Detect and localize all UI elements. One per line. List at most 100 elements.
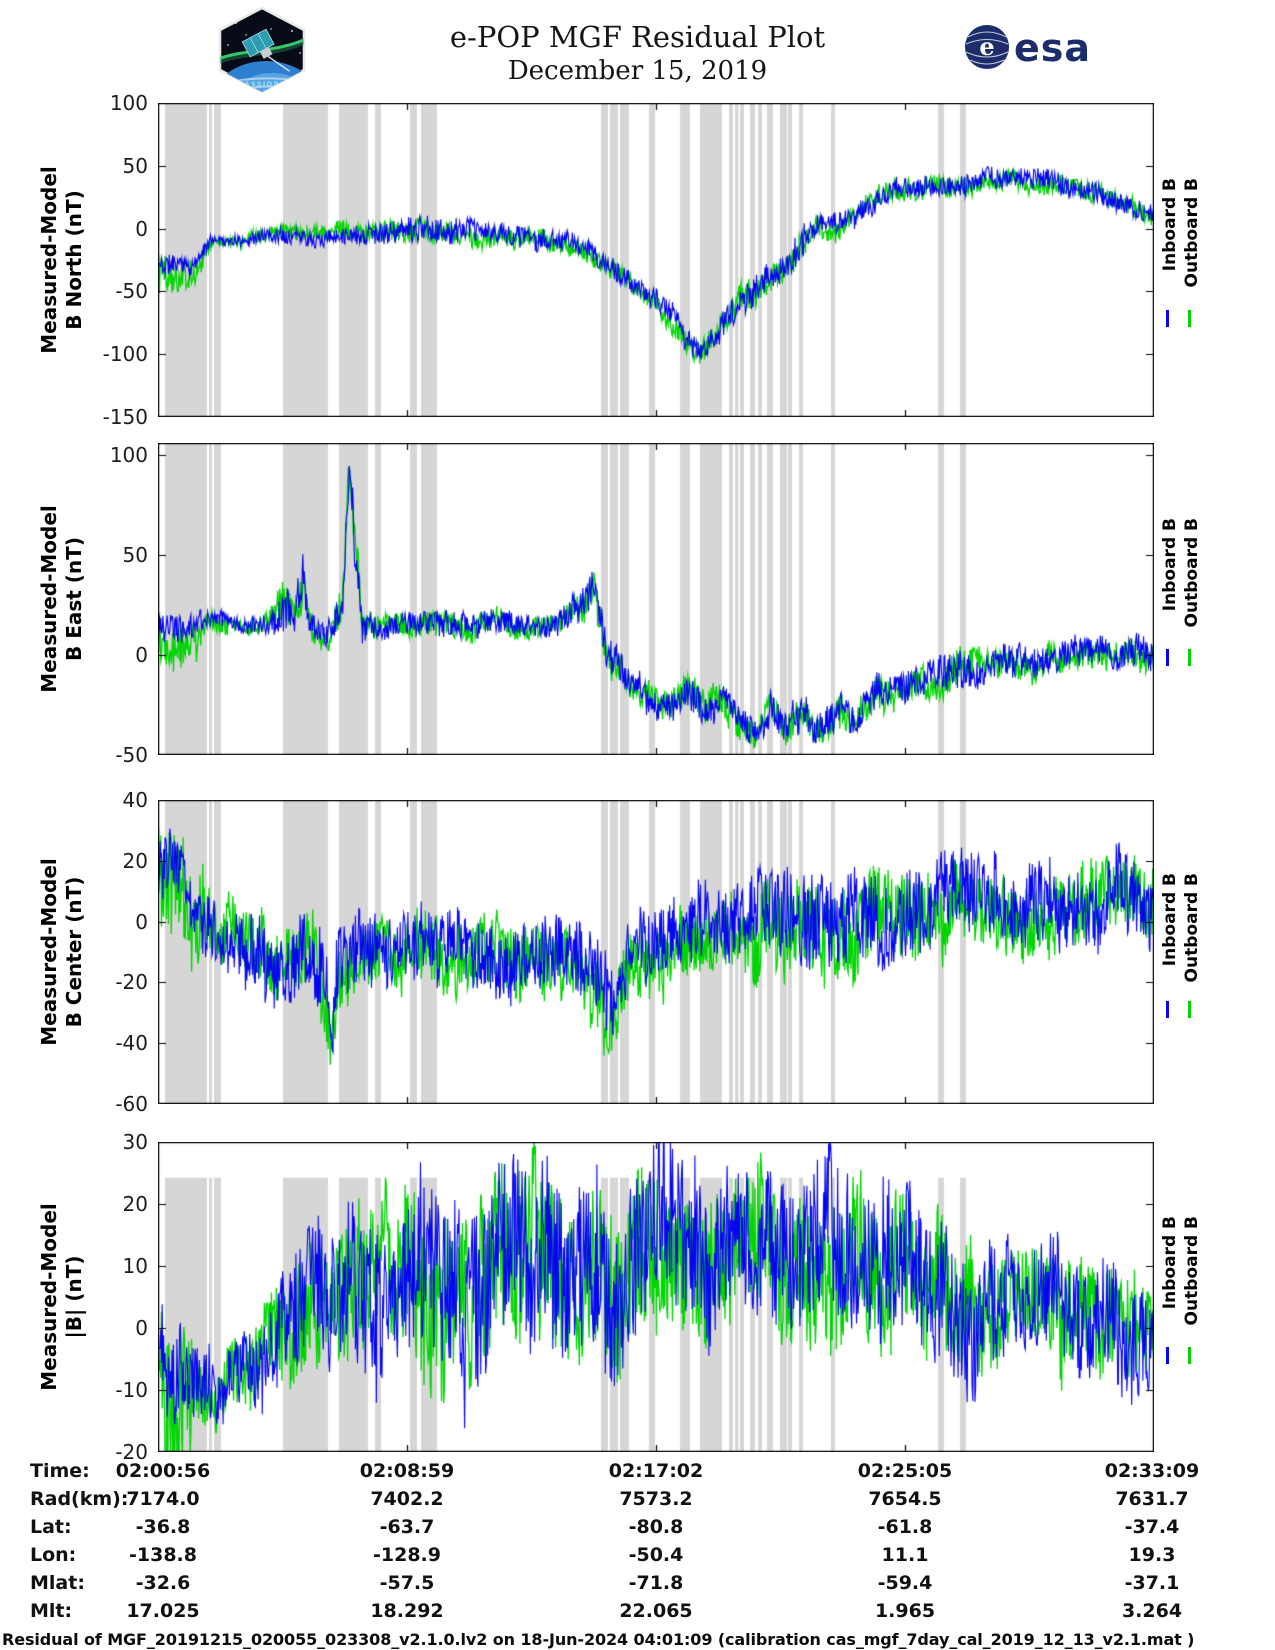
y-tick-label: 100 — [109, 443, 148, 467]
ephemeris-table: Time: 02:00:56 02:08:59 02:17:02 02:25:05 02:… — [0, 1460, 1275, 1630]
svg-text:e: e — [979, 32, 994, 61]
table-row-label: Rad(km): — [30, 1488, 129, 1510]
legend-inboard-label: Inboard B — [1160, 872, 1180, 967]
legend-inboard-dash — [1166, 1346, 1169, 1364]
y-tick-label: 0 — [135, 1316, 148, 1340]
legend-outboard-label: Outboard B — [1182, 517, 1202, 628]
table-row: Lon: -138.8 -128.9 -50.4 11.1 19.3 — [0, 1544, 1275, 1572]
y-axis-label-line2: B North (nT) — [62, 190, 86, 330]
y-axis-label-line1: Measured-Model — [37, 858, 61, 1046]
table-cell: 3.264 — [1121, 1600, 1183, 1622]
legend-outboard-label: Outboard B — [1182, 872, 1202, 983]
legend-outboard-label: Outboard B — [1182, 178, 1202, 288]
table-row-label: Mlt: — [30, 1600, 73, 1622]
b-center-plot-canvas — [158, 800, 1154, 1104]
b-east-plot-canvas — [158, 443, 1154, 755]
table-cell: 19.3 — [1128, 1544, 1176, 1566]
y-tick-label: -150 — [102, 405, 148, 429]
y-axis-label-b-east: Measured-Model B East (nT) — [37, 443, 91, 755]
legend-inboard-dash — [1166, 648, 1169, 666]
b-north-plot-canvas — [158, 103, 1154, 417]
y-tick-label: -100 — [102, 342, 148, 367]
y-tick-label: -50 — [115, 743, 148, 767]
table-cell: 7654.5 — [868, 1488, 942, 1510]
y-tick-label: 50 — [122, 153, 148, 178]
table-cell: 02:25:05 — [857, 1460, 953, 1482]
table-cell: -50.4 — [628, 1544, 684, 1566]
esa-wordmark: esa — [1014, 26, 1091, 70]
plot-b-center: Measured-Model B Center (nT) Inboard B O… — [0, 788, 1275, 1116]
table-row-label: Mlat: — [30, 1572, 85, 1594]
y-axis-label-line2: B Center (nT) — [62, 876, 86, 1028]
table-row-label: Lat: — [30, 1516, 72, 1538]
table-row: Rad(km): 7174.0 7402.2 7573.2 7654.5 7631.7 — [0, 1488, 1275, 1516]
y-axis-label-b-north: Measured-Model B North (nT) — [37, 103, 91, 417]
y-tick-label: 0 — [135, 643, 148, 667]
legend-outboard-dash — [1188, 310, 1191, 328]
legend-inboard-dash — [1166, 1000, 1169, 1018]
legend-inboard-label: Inboard B — [1160, 517, 1180, 612]
cassiope-mission-logo: CASSIOPE — [216, 5, 308, 99]
table-cell: 17.025 — [126, 1600, 200, 1622]
legend-outboard-dash — [1188, 1000, 1191, 1018]
table-cell: 02:00:56 — [115, 1460, 211, 1482]
b-magnitude-plot-canvas — [158, 1142, 1154, 1452]
table-row: Mlat: -32.6 -57.5 -71.8 -59.4 -37.1 — [0, 1572, 1275, 1600]
legend-inboard-label: Inboard B — [1160, 178, 1180, 272]
table-cell: -59.4 — [877, 1572, 933, 1594]
legend-outboard-dash — [1188, 648, 1191, 666]
y-axis-label-b-magnitude: Measured-Model |B| (nT) — [37, 1142, 91, 1452]
table-cell: -36.8 — [135, 1516, 191, 1538]
legend-inboard-dash — [1166, 310, 1169, 328]
table-row: Time: 02:00:56 02:08:59 02:17:02 02:25:05 02:… — [0, 1460, 1275, 1488]
table-row: Lat: -36.8 -63.7 -80.8 -61.8 -37.4 — [0, 1516, 1275, 1544]
table-cell: 11.1 — [881, 1544, 929, 1566]
table-cell: 7174.0 — [126, 1488, 200, 1510]
table-row-label: Time: — [30, 1460, 90, 1482]
legend-outboard-label: Outboard B — [1182, 1216, 1202, 1326]
y-tick-label: 20 — [122, 1192, 148, 1216]
page-subtitle-date: December 15, 2019 — [507, 56, 768, 86]
table-cell: -61.8 — [877, 1516, 933, 1538]
y-tick-label: -20 — [115, 1440, 148, 1464]
y-axis-label-b-center: Measured-Model B Center (nT) — [37, 800, 91, 1104]
y-tick-label: 100 — [109, 91, 148, 115]
y-tick-label: 0 — [135, 216, 148, 241]
footer-provenance-text: Residual of MGF_20191215_020055_023308_v… — [2, 1630, 1195, 1649]
page-title: e-POP MGF Residual Plot — [449, 20, 826, 54]
table-cell: -37.4 — [1124, 1516, 1180, 1538]
table-cell: -57.5 — [379, 1572, 435, 1594]
table-cell: -128.9 — [373, 1544, 441, 1566]
table-cell: 22.065 — [619, 1600, 693, 1622]
y-tick-label: -60 — [115, 1092, 148, 1116]
table-row-label: Lon: — [30, 1544, 77, 1566]
plot-b-north: Measured-Model B North (nT) Inboard B Ou… — [0, 91, 1275, 429]
table-cell: 02:17:02 — [608, 1460, 704, 1482]
cassiope-label: CASSIOPE — [238, 80, 285, 88]
y-tick-label: 30 — [122, 1130, 148, 1154]
y-tick-label: 10 — [122, 1254, 148, 1278]
table-cell: 7573.2 — [619, 1488, 693, 1510]
y-tick-label: 0 — [135, 909, 148, 934]
table-cell: 1.965 — [874, 1600, 936, 1622]
table-cell: 02:33:09 — [1104, 1460, 1200, 1482]
y-axis-label-line1: Measured-Model — [37, 1203, 61, 1391]
table-cell: 18.292 — [370, 1600, 444, 1622]
legend-outboard-dash — [1188, 1346, 1191, 1364]
plot-b-east: Measured-Model B East (nT) Inboard B Out… — [0, 443, 1275, 767]
y-tick-label: -40 — [115, 1031, 148, 1056]
table-cell: -37.1 — [1124, 1572, 1180, 1594]
table-cell: 7402.2 — [370, 1488, 444, 1510]
table-cell: -71.8 — [628, 1572, 684, 1594]
y-tick-label: 40 — [122, 788, 148, 812]
y-tick-label: -20 — [115, 970, 148, 995]
table-cell: -80.8 — [628, 1516, 684, 1538]
plot-b-magnitude: Measured-Model |B| (nT) Inboard B Outboa… — [0, 1130, 1275, 1464]
table-cell: 02:08:59 — [359, 1460, 455, 1482]
table-row: Mlt: 17.025 18.292 22.065 1.965 3.264 — [0, 1600, 1275, 1628]
esa-logo: e esa — [962, 22, 1092, 76]
y-axis-label-line1: Measured-Model — [37, 166, 61, 354]
table-cell: -32.6 — [135, 1572, 191, 1594]
table-cell: 7631.7 — [1115, 1488, 1189, 1510]
